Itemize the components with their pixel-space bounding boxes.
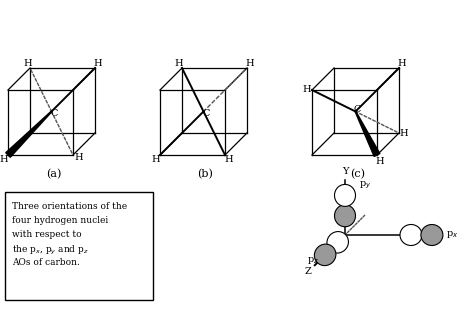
Text: AOs of carbon.: AOs of carbon. (12, 258, 80, 267)
Text: H: H (94, 60, 102, 69)
Text: C: C (354, 105, 361, 114)
Text: (a): (a) (46, 169, 61, 179)
Text: H: H (398, 59, 406, 68)
Text: H: H (246, 59, 255, 68)
Text: H: H (152, 156, 160, 165)
Text: p$_y$: p$_y$ (359, 180, 372, 191)
Text: X: X (404, 231, 411, 240)
Text: H: H (75, 153, 83, 162)
Text: Y: Y (342, 167, 348, 176)
Text: C: C (51, 109, 58, 118)
Ellipse shape (314, 244, 336, 266)
Ellipse shape (421, 224, 443, 246)
Text: four hydrogen nuclei: four hydrogen nuclei (12, 216, 108, 225)
Text: p$_z$: p$_z$ (307, 255, 319, 266)
Text: (b): (b) (198, 169, 213, 179)
Ellipse shape (327, 232, 348, 253)
Text: H: H (175, 60, 183, 69)
Ellipse shape (400, 224, 422, 246)
Text: Three orientations of the: Three orientations of the (12, 202, 127, 211)
Bar (5, 192, 153, 300)
Ellipse shape (335, 205, 356, 227)
Text: p$_x$: p$_x$ (446, 229, 458, 241)
Text: Z: Z (304, 267, 311, 276)
Polygon shape (355, 111, 380, 157)
Ellipse shape (335, 184, 356, 206)
Text: H: H (376, 157, 384, 166)
Text: H: H (400, 129, 408, 138)
Text: with respect to: with respect to (12, 230, 82, 239)
Text: the p$_x$, p$_y$ and p$_z$: the p$_x$, p$_y$ and p$_z$ (12, 244, 89, 257)
Text: H: H (24, 60, 32, 69)
Polygon shape (6, 111, 52, 157)
Text: H: H (303, 86, 311, 95)
Text: C: C (203, 109, 210, 118)
Text: H: H (225, 156, 233, 165)
Text: (c): (c) (350, 169, 365, 179)
Text: H: H (0, 156, 9, 165)
